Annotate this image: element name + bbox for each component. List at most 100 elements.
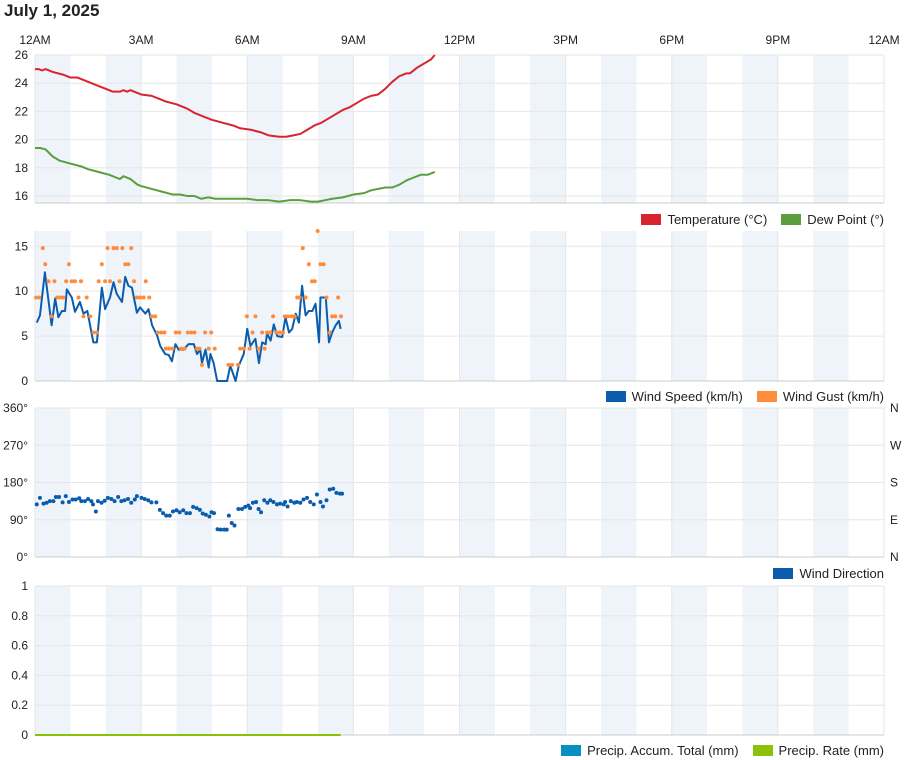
data-point xyxy=(177,330,182,335)
data-point xyxy=(314,492,319,497)
series-line xyxy=(35,54,436,138)
x-tick-label: 3AM xyxy=(129,33,154,47)
hour-band xyxy=(176,55,212,203)
data-point xyxy=(256,506,261,511)
data-point xyxy=(236,506,241,511)
data-point xyxy=(189,330,194,335)
data-point xyxy=(159,330,164,335)
data-point xyxy=(181,508,186,513)
data-point xyxy=(303,295,308,300)
data-point xyxy=(81,314,86,319)
data-point xyxy=(283,499,288,504)
y-tick-label: 0.4 xyxy=(11,668,28,682)
data-point xyxy=(262,498,267,503)
legend-item[interactable]: Dew Point (°) xyxy=(781,212,884,227)
data-point xyxy=(232,523,237,528)
temperature-chart: 26 24 22 20 18 16 xyxy=(15,48,885,204)
data-point xyxy=(126,262,131,267)
data-point xyxy=(52,279,57,284)
data-point xyxy=(327,487,332,492)
hour-band xyxy=(813,586,849,735)
data-point xyxy=(336,295,341,300)
legend-item[interactable]: Wind Speed (km/h) xyxy=(605,389,743,404)
data-point xyxy=(271,499,276,504)
data-point xyxy=(203,330,208,335)
legend-label: Wind Speed (km/h) xyxy=(631,389,743,404)
data-point xyxy=(95,499,100,504)
hour-band xyxy=(742,231,778,381)
y-tick-label: 270° xyxy=(3,438,28,452)
data-point xyxy=(187,511,192,516)
data-point xyxy=(315,229,320,233)
data-point xyxy=(147,295,152,300)
y-right-tick-label: N xyxy=(890,401,899,415)
precipitation-legend: Precip. Accum. Total (mm) Precip. Rate (m… xyxy=(561,743,884,758)
data-point xyxy=(294,499,299,504)
hour-band xyxy=(318,231,354,381)
hour-band xyxy=(601,55,637,203)
data-point xyxy=(278,501,283,506)
data-point xyxy=(243,504,248,509)
data-point xyxy=(199,362,204,367)
legend-swatch xyxy=(756,391,777,402)
data-point xyxy=(132,497,137,502)
data-point xyxy=(66,262,71,267)
data-point xyxy=(60,500,65,505)
hour-band xyxy=(388,231,425,381)
data-point xyxy=(330,314,335,319)
data-point xyxy=(288,499,293,504)
data-point xyxy=(72,279,77,284)
data-point xyxy=(79,499,84,504)
legend-swatch xyxy=(752,745,773,756)
data-point xyxy=(320,504,325,509)
data-point xyxy=(309,279,314,284)
legend-label: Temperature (°C) xyxy=(667,212,768,227)
data-point xyxy=(103,279,108,284)
data-point xyxy=(170,346,175,351)
data-point xyxy=(340,491,345,496)
y-tick-label: 10 xyxy=(15,284,29,298)
y-tick-label: 20 xyxy=(15,133,29,147)
hour-band xyxy=(247,231,283,381)
data-point xyxy=(174,508,179,513)
y-tick-label: 24 xyxy=(15,76,29,90)
legend-item[interactable]: Temperature (°C) xyxy=(641,212,767,227)
data-point xyxy=(123,262,128,267)
data-point xyxy=(129,500,134,505)
legend-item[interactable]: Precip. Rate (mm) xyxy=(752,743,884,758)
legend-swatch xyxy=(781,214,802,225)
data-point xyxy=(69,279,74,284)
data-point xyxy=(256,346,261,351)
data-point xyxy=(280,330,285,335)
legend-item[interactable]: Wind Direction xyxy=(773,566,884,581)
data-point xyxy=(230,362,235,367)
y-tick-label: 18 xyxy=(15,161,29,175)
legend-item[interactable]: Wind Gust (km/h) xyxy=(756,389,884,404)
data-point xyxy=(153,314,158,319)
legend-label: Wind Gust (km/h) xyxy=(782,389,884,404)
data-point xyxy=(259,510,264,515)
data-point xyxy=(253,314,258,319)
hour-band xyxy=(671,231,708,381)
data-point xyxy=(226,513,231,518)
y-tick-label: 5 xyxy=(21,329,28,343)
data-point xyxy=(271,314,276,319)
data-point xyxy=(226,362,231,367)
data-point xyxy=(99,500,104,505)
data-point xyxy=(91,330,96,335)
data-point xyxy=(77,496,82,501)
data-point xyxy=(55,295,60,300)
legend-item[interactable]: Precip. Accum. Total (mm) xyxy=(561,743,739,758)
data-point xyxy=(209,330,214,335)
data-point xyxy=(274,330,279,335)
data-point xyxy=(265,330,270,335)
precipitation-chart: 1 0.8 0.6 0.4 0.2 0 xyxy=(11,579,885,742)
x-tick-label: 3PM xyxy=(553,33,578,47)
legend-swatch xyxy=(773,568,794,579)
data-point xyxy=(244,314,249,319)
data-point xyxy=(306,262,311,267)
wind-direction-legend: Wind Direction xyxy=(773,566,884,581)
hour-band xyxy=(601,586,637,735)
data-point xyxy=(236,362,241,367)
